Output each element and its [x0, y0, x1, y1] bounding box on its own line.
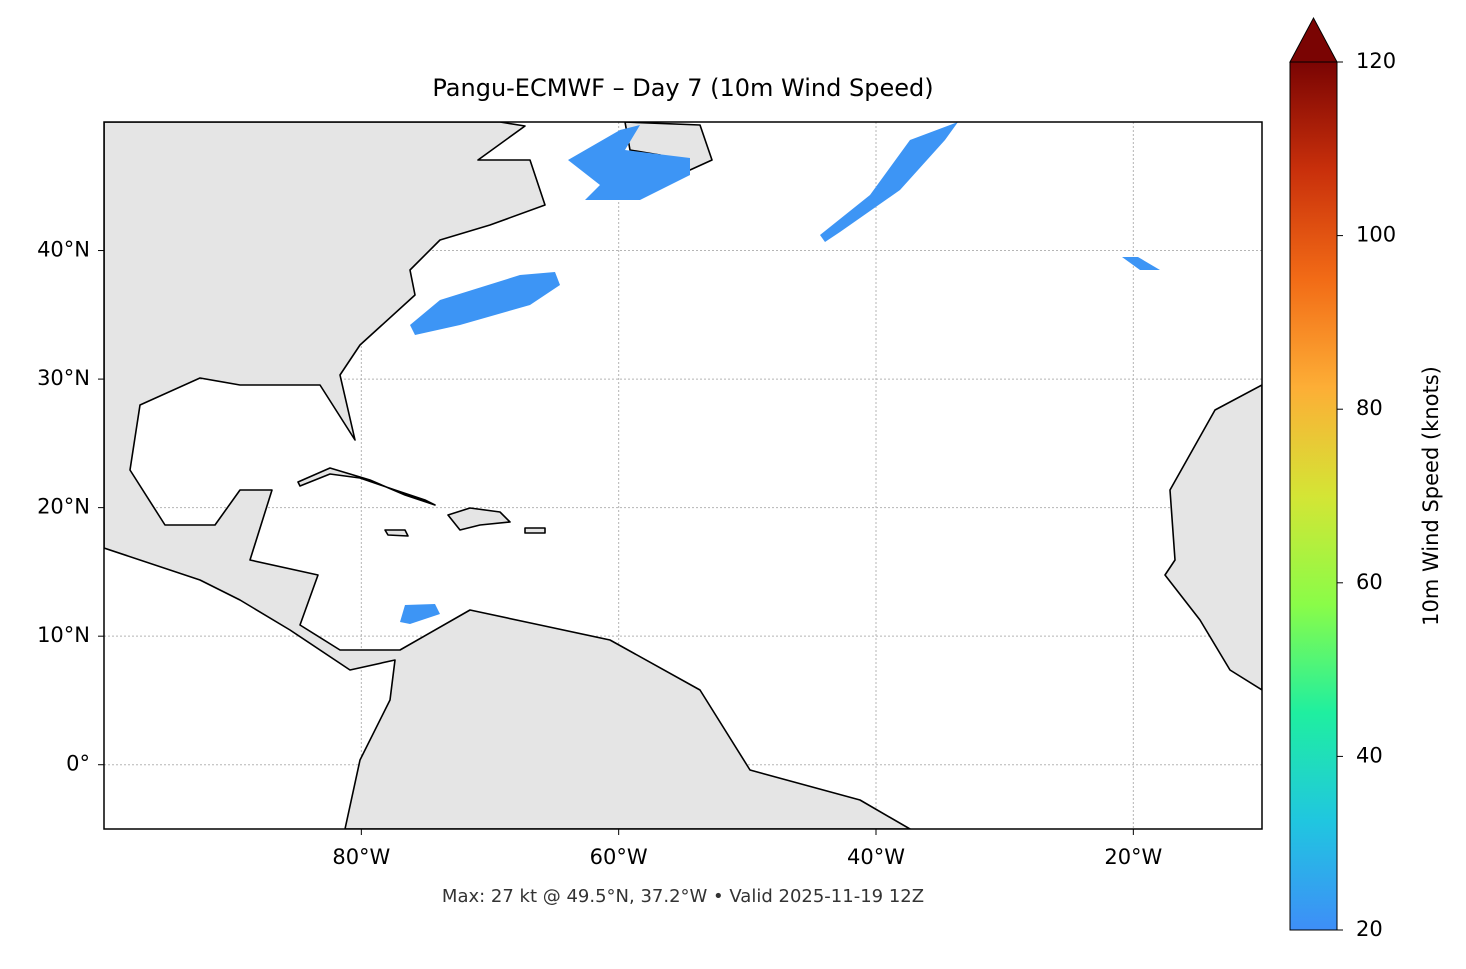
map-footer: Max: 27 kt @ 49.5°N, 37.2°W • Valid 2025… — [442, 886, 924, 907]
y-tick-label: 30°N — [37, 366, 90, 390]
puerto-rico — [524, 527, 546, 534]
colorbar-tick-label: 80 — [1356, 396, 1383, 420]
map-area — [104, 122, 1262, 829]
x-tick-label: 80°W — [332, 845, 390, 869]
africa — [1164, 384, 1262, 691]
hispaniola — [447, 507, 511, 531]
colorbar-extend — [1289, 16, 1338, 63]
x-tick-label: 60°W — [590, 845, 648, 869]
wind-area — [410, 272, 560, 335]
wind-area — [400, 604, 440, 624]
wind-area — [820, 122, 958, 242]
colorbar-tick-label: 120 — [1356, 49, 1396, 73]
colorbar-tick-label: 20 — [1356, 917, 1383, 941]
wind-area — [568, 125, 690, 200]
colorbar-label: 10m Wind Speed (knots) — [1419, 366, 1443, 626]
colorbar-tick-label: 100 — [1356, 223, 1396, 247]
colorbar — [1289, 61, 1338, 931]
y-tick-label: 10°N — [37, 623, 90, 647]
colorbar-tick-label: 40 — [1356, 743, 1383, 767]
y-tick-label: 40°N — [37, 238, 90, 262]
colorbar-tick-label: 60 — [1356, 570, 1383, 594]
y-tick-label: 20°N — [37, 495, 90, 519]
jamaica — [384, 529, 409, 537]
cuba — [297, 467, 436, 506]
map-frame — [103, 121, 1263, 830]
x-tick-label: 40°W — [847, 845, 905, 869]
y-tick-label: 0° — [66, 752, 90, 776]
x-tick-label: 20°W — [1104, 845, 1162, 869]
map-title: Pangu-ECMWF – Day 7 (10m Wind Speed) — [432, 74, 933, 102]
americas — [104, 122, 911, 829]
wind-area — [1122, 257, 1160, 270]
